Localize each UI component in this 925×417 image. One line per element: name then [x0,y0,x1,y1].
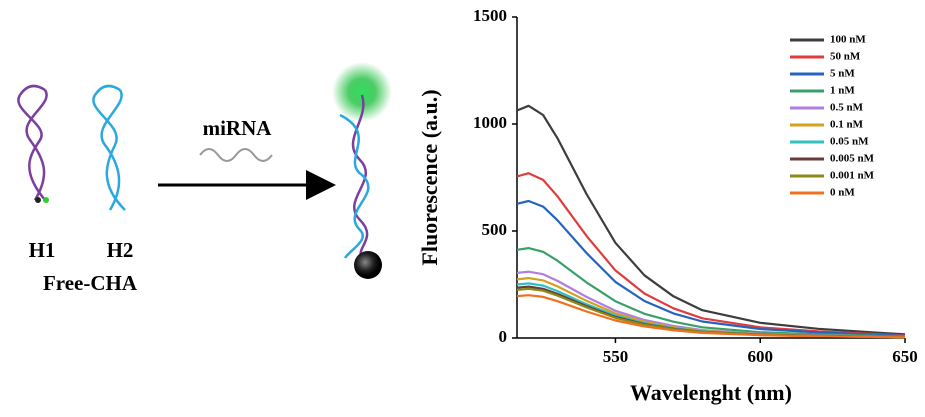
hairpin-h2 [92,84,126,211]
spectrum-line [516,172,906,337]
spectrum-line [516,199,906,337]
spectra-plot: 0 500 1000 1500 550 600 650 Wavelenght (nm) Fluo… [417,6,918,405]
x-tick-label: 600 [747,347,773,366]
legend-label: 0.5 nM [830,102,864,114]
y-axis-label: Fluorescence (a.u.) [417,89,442,265]
legend-label: 50 nM [830,51,861,63]
spectrum-line [516,294,906,339]
legend-label: 0 nM [830,187,855,199]
hairpin-h1 [17,84,49,203]
h2-label: H2 [107,238,134,262]
schematic: H1 H2 Free-CHA miRNA [17,62,392,295]
y-tick-label: 1000 [473,113,507,132]
mirna-strand [199,148,273,162]
y-tick-label: 0 [499,327,508,346]
x-tick-label: 550 [603,347,629,366]
mirna-label: miRNA [203,116,273,140]
y-tick-label: 1500 [473,6,507,25]
h1-label: H1 [29,238,56,262]
legend-label: 1 nM [830,85,855,97]
legend-label: 0.001 nM [830,170,875,182]
duplex [332,62,392,279]
legend-label: 0.005 nM [830,153,875,165]
x-tick-label: 650 [892,347,918,366]
x-axis-label: Wavelenght (nm) [630,380,792,405]
legend-label: 5 nM [830,68,855,80]
free-cha-label: Free-CHA [43,271,138,295]
legend-label: 100 nM [830,34,866,46]
spectrum-line [516,104,906,336]
legend-label: 0.05 nM [830,136,869,148]
legend-label: 0.1 nM [830,119,864,131]
spectrum-line [516,247,906,338]
y-tick-label: 500 [482,220,508,239]
